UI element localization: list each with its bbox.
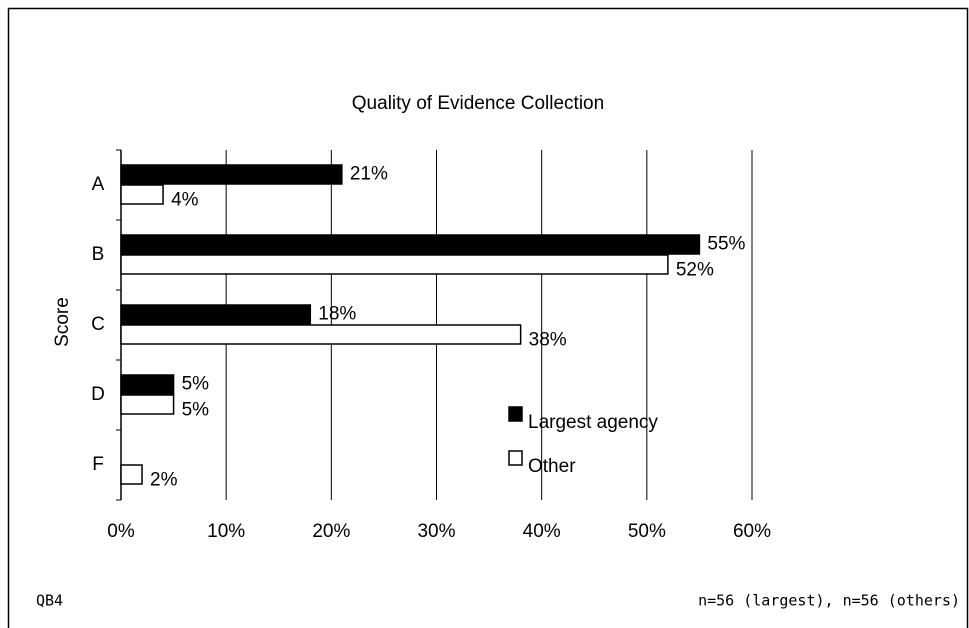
bar <box>120 394 175 415</box>
chart-title: Quality of Evidence Collection <box>352 93 604 114</box>
x-tick-label: 0% <box>107 521 135 542</box>
footnote: QB4 <box>36 592 63 610</box>
data-label: 18% <box>318 304 356 325</box>
data-label: 5% <box>182 400 210 421</box>
legend-label: Other <box>528 456 576 477</box>
y-tick-label: D <box>91 384 105 405</box>
x-tick-label: 20% <box>312 521 350 542</box>
y-tick-label: B <box>92 244 105 265</box>
x-tick-label: 30% <box>417 521 455 542</box>
bar <box>120 254 669 275</box>
x-tick-label: 50% <box>628 521 666 542</box>
x-tick-label: 40% <box>523 521 561 542</box>
legend-swatch <box>508 406 523 422</box>
legend-label: Largest agency <box>528 412 658 433</box>
bar <box>120 234 701 255</box>
y-tick-label: F <box>92 454 104 475</box>
data-label: 4% <box>171 190 199 211</box>
y-tick-label: A <box>92 174 105 195</box>
data-label: 2% <box>150 470 178 491</box>
data-label: 5% <box>182 374 210 395</box>
data-label: 55% <box>707 234 745 255</box>
frame <box>7 7 969 628</box>
data-label: 52% <box>676 260 714 281</box>
bar <box>120 164 343 185</box>
y-axis-label: Score <box>52 297 73 347</box>
data-label: 38% <box>529 330 567 351</box>
footnote: n=56 (largest), n=56 (others) <box>698 592 960 610</box>
bar <box>120 324 522 345</box>
bar <box>120 464 143 485</box>
x-tick-label: 60% <box>733 521 771 542</box>
bar <box>120 374 175 395</box>
x-tick-label: 10% <box>207 521 245 542</box>
data-label: 21% <box>350 164 388 185</box>
y-tick-label: C <box>91 314 105 335</box>
bar <box>120 304 312 325</box>
bar <box>120 184 164 205</box>
legend-swatch <box>508 450 523 466</box>
